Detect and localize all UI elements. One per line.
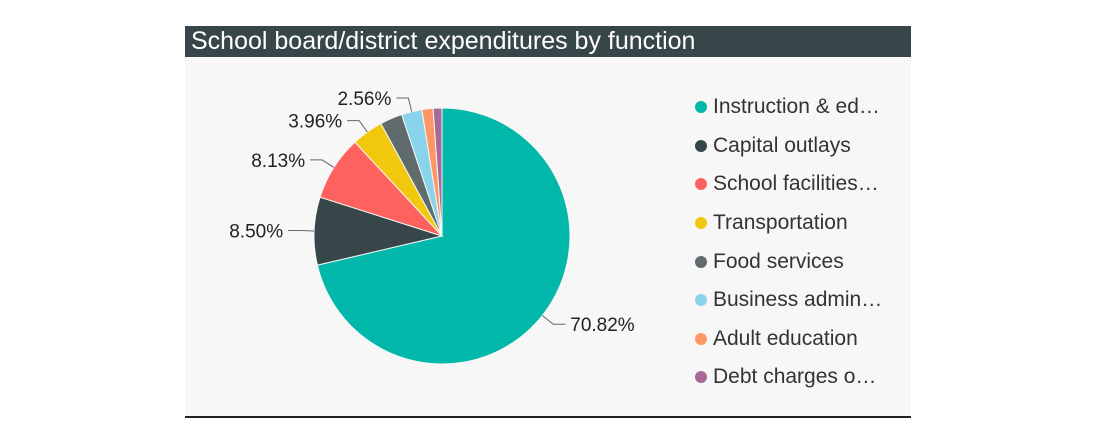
data-label-3: 3.96% xyxy=(288,112,342,133)
legend-item-1[interactable]: Capital outlays xyxy=(695,127,905,166)
legend-item-7[interactable]: Debt charges o… xyxy=(695,358,905,397)
legend-swatch xyxy=(695,139,707,152)
legend-label: Food services xyxy=(713,249,844,273)
data-label-1: 8.50% xyxy=(229,221,283,242)
data-label-0: 70.82% xyxy=(570,315,635,336)
legend-label: Debt charges o… xyxy=(713,365,877,389)
leader-line-3 xyxy=(347,120,368,133)
leader-line-1 xyxy=(288,229,315,232)
legend-label: Transportation xyxy=(713,211,848,235)
legend-item-5[interactable]: Business admin… xyxy=(695,281,905,320)
chart-title: School board/district expenditures by fu… xyxy=(185,26,911,57)
legend-item-6[interactable]: Adult education xyxy=(695,320,905,359)
chart-legend: Instruction & ed… Capital outlays School f… xyxy=(695,88,905,397)
leader-line-2 xyxy=(310,159,335,168)
legend-swatch xyxy=(695,255,707,268)
leader-line-0 xyxy=(541,315,566,325)
pie-chart: 70.82% 8.50% 8.13% 3.96%2.56% xyxy=(229,89,635,365)
legend-item-2[interactable]: School facilities… xyxy=(695,165,905,204)
data-label-2: 8.13% xyxy=(251,151,305,172)
legend-label: Business admin… xyxy=(713,288,883,312)
legend-swatch xyxy=(695,178,707,191)
pie-slice-0[interactable] xyxy=(316,107,571,365)
legend-swatch xyxy=(695,217,707,230)
legend-swatch xyxy=(695,294,707,307)
leader-line-5 xyxy=(396,97,413,112)
chart-card: School board/district expenditures by fu… xyxy=(185,26,911,418)
legend-item-4[interactable]: Food services xyxy=(695,242,905,281)
legend-swatch xyxy=(695,332,707,345)
legend-item-3[interactable]: Transportation xyxy=(695,204,905,243)
legend-label: Capital outlays xyxy=(713,133,851,157)
legend-swatch xyxy=(695,371,707,384)
legend-label: School facilities… xyxy=(713,172,879,196)
legend-label: Adult education xyxy=(713,326,858,350)
legend-label: Instruction & ed… xyxy=(713,95,880,119)
pie-slice-7[interactable] xyxy=(432,107,443,237)
data-label-5: 2.56% xyxy=(337,89,391,110)
legend-swatch xyxy=(695,101,707,114)
legend-item-0[interactable]: Instruction & ed… xyxy=(695,88,905,127)
